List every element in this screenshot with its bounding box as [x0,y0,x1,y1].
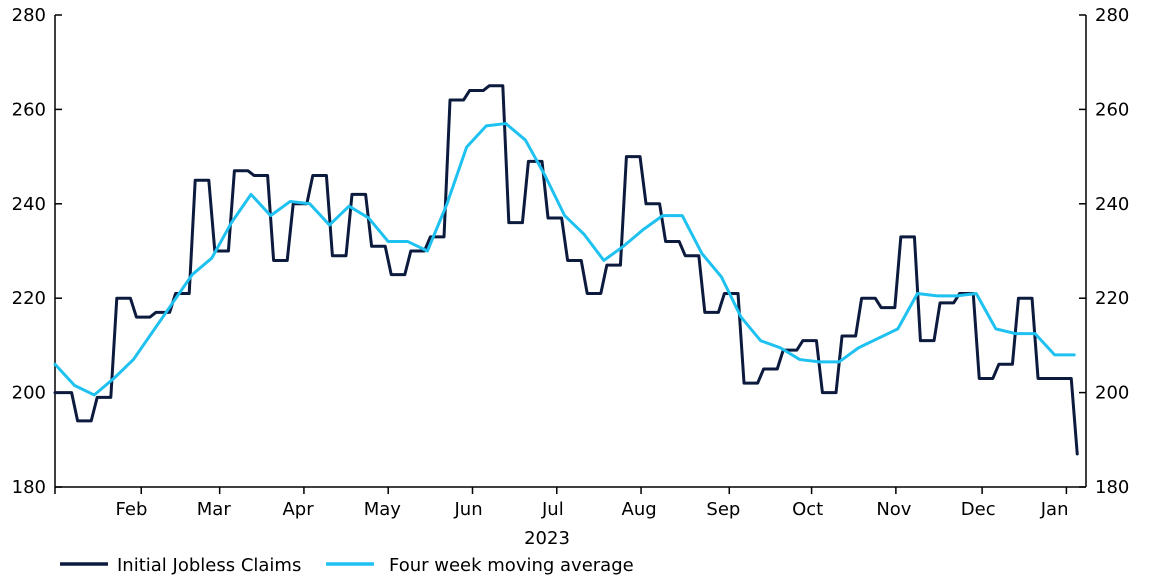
series-line-initial-jobless-claims [53,84,1079,456]
y-tick-label-right: 280 [1095,5,1129,26]
y-tick-label-left: 280 [12,5,46,26]
x-tick-label: Jul [541,499,564,520]
y-tick-label-right: 180 [1095,477,1129,498]
y-axis-ticks: 180 180 200 200 220 220 240 240 260 260 280 280 [12,5,1130,498]
y-tick-label-right: 220 [1095,288,1129,309]
x-tick-label: Mar [197,499,232,520]
y-tick-label-right: 200 [1095,383,1129,404]
x-tick-label: Dec [961,499,996,520]
x-axis-ticks: Feb Mar Apr May Jun Jul Aug Sep Oct Nov Dec Jan [54,487,1069,520]
x-tick-label: Apr [282,499,314,520]
legend-label: Initial Jobless Claims [117,555,301,576]
x-tick-label: Oct [792,499,823,520]
x-tick-label: Feb [116,499,148,520]
x-tick-label: Nov [876,499,911,520]
chart-axes [54,15,1087,488]
y-tick-label-left: 180 [12,477,46,498]
chart-series [53,84,1079,456]
x-tick-label: Jun [454,499,483,520]
y-tick-label-left: 200 [12,383,46,404]
y-tick-label-left: 240 [12,194,46,215]
chart-legend: Initial Jobless Claims Four week moving a… [60,555,634,576]
series-line-four-week-average [53,122,1076,397]
x-tick-label: Aug [622,499,657,520]
y-tick-label-left: 220 [12,288,46,309]
x-axis-title: 2023 [524,528,570,549]
x-tick-label: May [364,499,402,520]
x-tick-label: Jan [1040,499,1069,520]
y-tick-label-right: 240 [1095,194,1129,215]
y-tick-label-right: 260 [1095,99,1129,120]
legend-label: Four week moving average [389,555,634,576]
y-tick-label-left: 260 [12,99,46,120]
x-tick-label: Sep [706,499,740,520]
